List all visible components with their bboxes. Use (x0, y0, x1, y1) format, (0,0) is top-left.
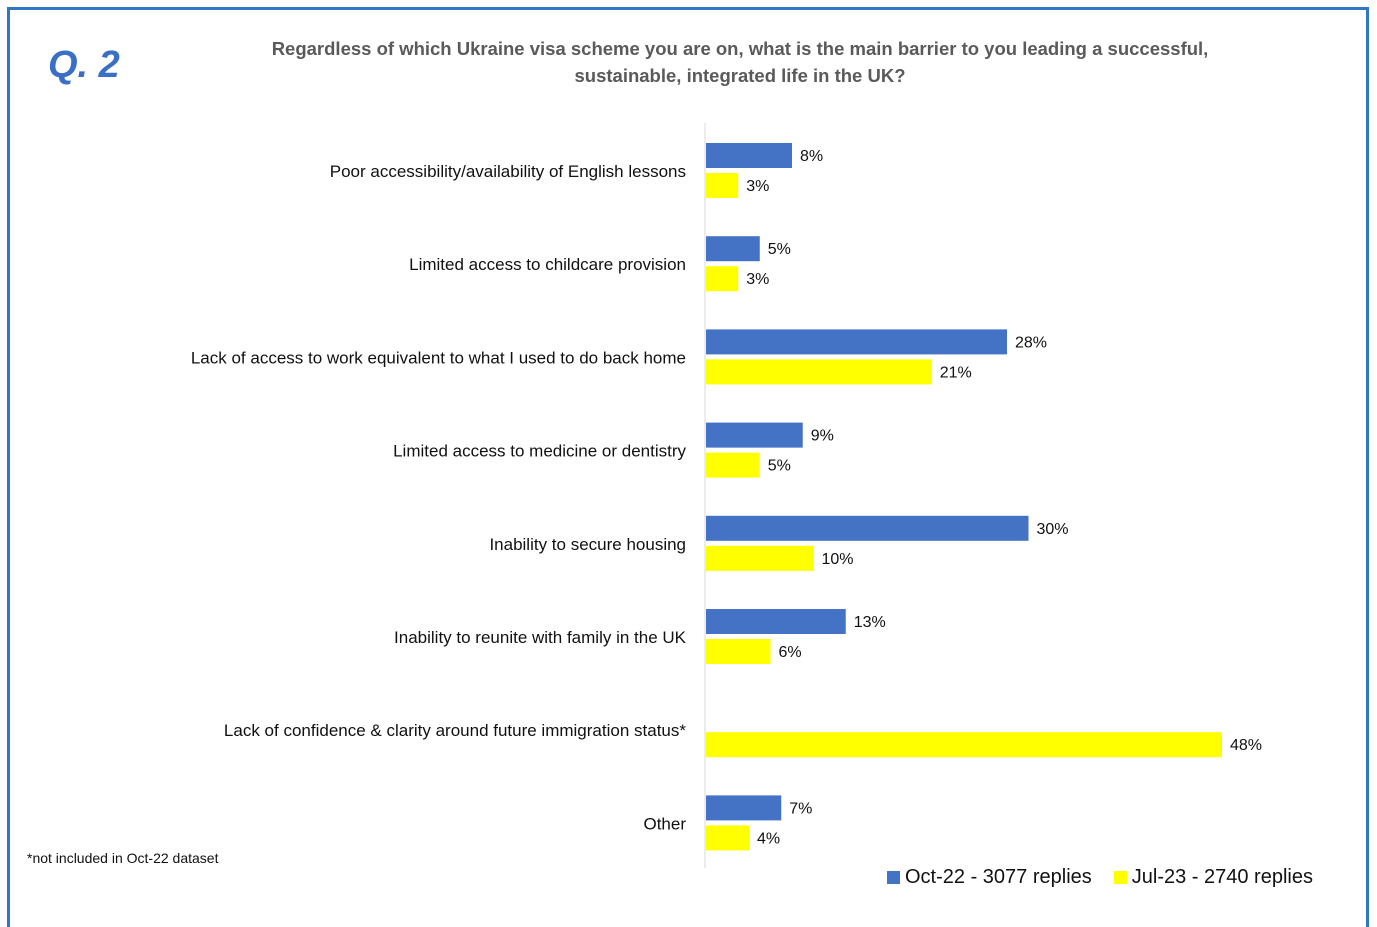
bar-oct22 (706, 143, 792, 168)
bar-jul23 (706, 452, 760, 478)
category-label: Lack of access to work equivalent to wha… (191, 348, 686, 367)
bar-jul23 (706, 545, 814, 571)
data-label-oct22: 28% (1015, 334, 1047, 351)
bar-oct22 (706, 515, 1029, 541)
bar-oct22 (706, 422, 803, 448)
chart-title-line-2: sustainable, integrated life in the UK? (574, 65, 906, 86)
legend-label-oct22: Oct-22 - 3077 replies (905, 866, 1092, 888)
bar-jul23 (706, 825, 749, 851)
bar-oct22 (706, 795, 782, 821)
data-label-jul23: 4% (757, 830, 780, 847)
bar-jul23 (706, 173, 739, 198)
bar-oct22 (706, 609, 846, 634)
category-label: Inability to secure housing (489, 535, 686, 554)
legend-swatch-jul23 (1113, 871, 1127, 884)
bar-jul23 (706, 266, 739, 292)
legend-swatch-oct22 (887, 871, 900, 884)
data-label-jul23: 5% (768, 458, 791, 475)
category-label: Poor accessibility/availability of Engli… (330, 162, 686, 181)
chart-title-line-1: Regardless of which Ukraine visa scheme … (271, 38, 1209, 59)
data-label-jul23: 21% (940, 364, 972, 381)
question-label: Q. 2 (48, 44, 120, 86)
legend: Oct-22 - 3077 replies Jul-23 - 2740 repl… (887, 866, 1335, 889)
data-label-oct22: 5% (768, 241, 791, 258)
data-label-oct22: 7% (789, 800, 812, 817)
data-label-jul23: 6% (779, 644, 802, 661)
bar-jul23 (706, 639, 771, 664)
category-label: Lack of confidence & clarity around futu… (224, 721, 686, 740)
data-label-oct22: 30% (1037, 521, 1069, 538)
legend-item-oct22: Oct-22 - 3077 replies (887, 866, 1092, 889)
category-label: Limited access to childcare provision (409, 255, 686, 274)
legend-item-jul23: Jul-23 - 2740 replies (1113, 866, 1313, 889)
legend-label-jul23: Jul-23 - 2740 replies (1131, 866, 1313, 888)
data-label-oct22: 9% (811, 428, 834, 445)
bar-oct22 (706, 329, 1007, 355)
chart-title: Regardless of which Ukraine visa scheme … (220, 35, 1260, 89)
bar-oct22 (706, 236, 760, 262)
category-label: Inability to reunite with family in the … (394, 628, 687, 647)
data-label-oct22: 13% (854, 614, 886, 631)
category-label: Limited access to medicine or dentistry (393, 442, 686, 461)
chart-frame (7, 7, 1369, 927)
data-label-jul23: 3% (746, 271, 769, 288)
bar-jul23 (706, 732, 1222, 758)
data-label-jul23: 48% (1230, 737, 1262, 754)
data-label-jul23: 3% (746, 178, 769, 195)
bar-jul23 (706, 359, 932, 385)
footnote: *not included in Oct-22 dataset (27, 850, 219, 866)
category-label: Other (643, 814, 686, 833)
data-label-oct22: 8% (800, 148, 823, 165)
data-label-jul23: 10% (822, 551, 854, 568)
